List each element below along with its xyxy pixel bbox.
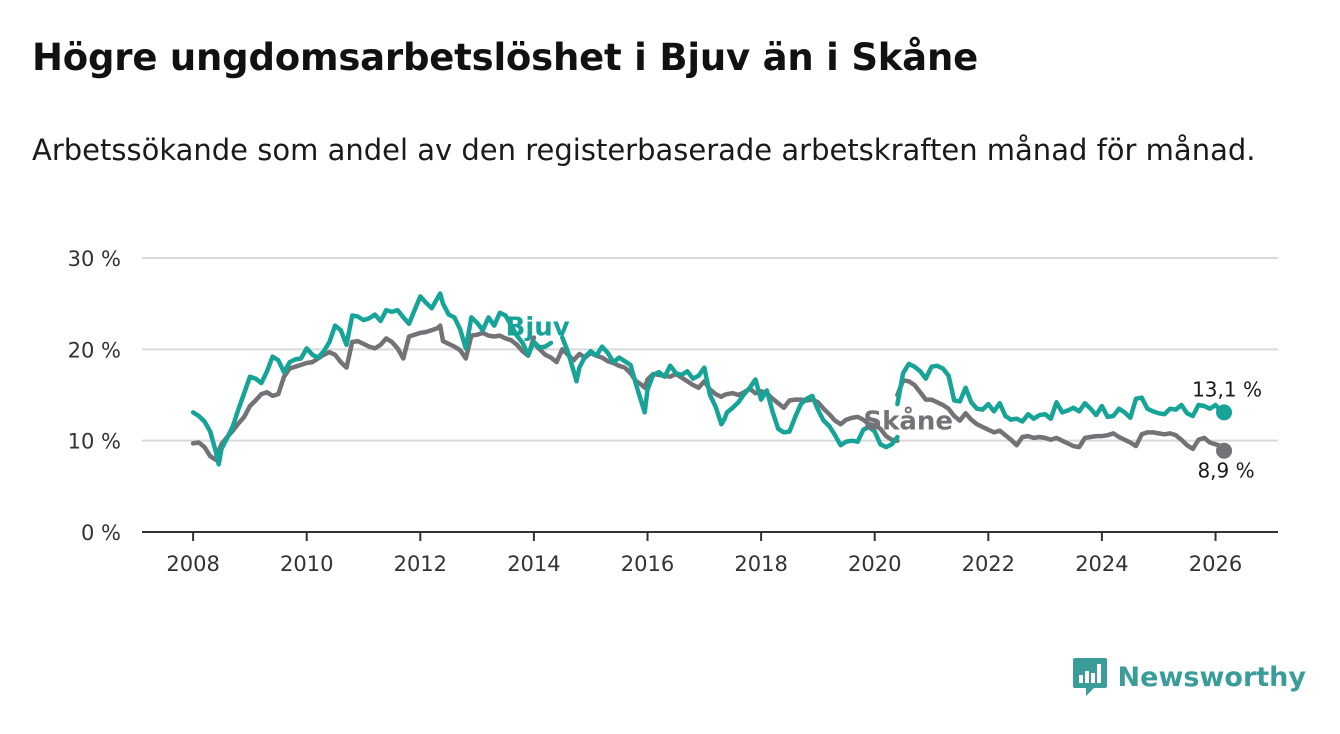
end-point-skane bbox=[1216, 442, 1233, 459]
x-tick-label: 2008 bbox=[166, 552, 219, 576]
y-tick-label: 10 % bbox=[68, 430, 121, 454]
x-tick-label: 2024 bbox=[1075, 552, 1128, 576]
bar-chart-icon bbox=[1072, 658, 1107, 696]
end-point-bjuv bbox=[1216, 404, 1233, 421]
x-tick-label: 2014 bbox=[507, 552, 560, 576]
x-tick-label: 2010 bbox=[280, 552, 333, 576]
series-line-bjuv-2 bbox=[895, 361, 1227, 424]
x-tick-label: 2012 bbox=[394, 552, 447, 576]
series-lines bbox=[190, 291, 1233, 467]
chart-subtitle: Arbetssökande som andel av den registerb… bbox=[32, 133, 1256, 167]
series-line-bjuv-1 bbox=[560, 335, 900, 450]
y-tick-label: 0 % bbox=[81, 521, 121, 545]
end-value-label-skane: 8,9 % bbox=[1197, 459, 1254, 483]
series-line-skane-2 bbox=[895, 378, 1227, 453]
x-tick-label: 2018 bbox=[734, 552, 787, 576]
axes: 0 % 10 % 20 % 30 % 2008 2010 2012 2014 2016 2018 2… bbox=[68, 247, 1278, 576]
series-label-skane: Skåne bbox=[863, 405, 953, 437]
x-tick-label: 2016 bbox=[621, 552, 674, 576]
x-tick-label: 2022 bbox=[962, 552, 1015, 576]
y-tick-label: 20 % bbox=[68, 338, 121, 362]
series-line-bjuv-0 bbox=[190, 291, 554, 467]
series-label-bjuv: Bjuv bbox=[506, 313, 570, 343]
x-tick-label: 2026 bbox=[1189, 552, 1242, 576]
end-value-label-bjuv: 13,1 % bbox=[1192, 377, 1262, 401]
chart-title: Högre ungdomsarbetslöshet i Bjuv än i Sk… bbox=[32, 36, 978, 79]
brand-name: Newsworthy bbox=[1117, 661, 1306, 693]
series-labels: Bjuv Skåne 13,1 % 8,9 % bbox=[506, 313, 1262, 483]
y-tick-label: 30 % bbox=[68, 247, 121, 271]
newsworthy-logo: Newsworthy bbox=[1072, 656, 1306, 698]
series-line-skane-0 bbox=[190, 323, 537, 463]
series-line-skane-1 bbox=[534, 344, 900, 443]
gridlines bbox=[142, 257, 1278, 442]
x-tick-label: 2020 bbox=[848, 552, 901, 576]
